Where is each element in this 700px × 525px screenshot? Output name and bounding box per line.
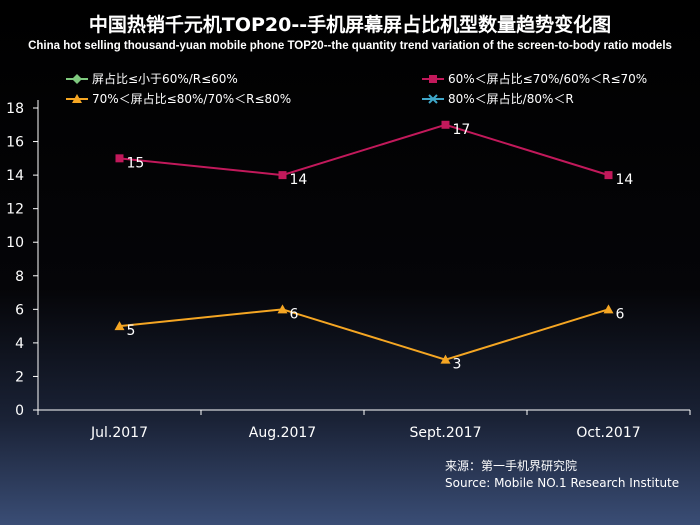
x-tick-label: Aug.2017 <box>249 425 316 441</box>
legend-label: 80%＜屏占比/80%＜R <box>448 92 574 106</box>
data-point <box>441 120 450 129</box>
legend-swatch-marker <box>429 74 437 83</box>
data-label: 5 <box>127 323 136 339</box>
source-line-cn: 来源：第一手机界研究院 <box>445 459 578 473</box>
chart-title: 中国热销千元机TOP20--手机屏幕屏占比机型数量趋势变化图 <box>88 14 612 36</box>
data-label: 14 <box>290 172 308 188</box>
data-label: 14 <box>616 172 634 188</box>
data-point <box>277 304 288 314</box>
series-line-2 <box>119 308 609 361</box>
data-point <box>114 321 125 331</box>
data-point <box>603 304 614 314</box>
data-label: 15 <box>127 155 145 171</box>
legend-swatch-marker <box>72 93 82 103</box>
legend-swatch <box>422 93 444 104</box>
legend-swatch <box>66 73 88 84</box>
data-label: 3 <box>453 357 462 373</box>
y-tick-label: 12 <box>6 202 24 218</box>
legend-label: 70%＜屏占比≤80%/70%＜R≤80% <box>92 92 292 106</box>
data-label: 6 <box>616 306 625 322</box>
y-tick-label: 2 <box>15 369 24 385</box>
y-tick-label: 14 <box>6 168 24 184</box>
legend-swatch <box>66 93 88 103</box>
y-tick-label: 0 <box>15 403 24 419</box>
legend-item: 70%＜屏占比≤80%/70%＜R≤80% <box>66 90 291 107</box>
legend-label: 60%＜屏占比≤70%/60%＜R≤70% <box>448 72 648 86</box>
data-point <box>115 154 124 163</box>
data-point <box>440 354 451 364</box>
data-point <box>278 171 287 180</box>
legend-swatch-marker <box>428 93 438 104</box>
x-tick-label: Jul.2017 <box>90 425 148 441</box>
series-line-1 <box>119 123 609 177</box>
y-tick-label: 4 <box>15 336 24 352</box>
data-label: 17 <box>453 122 471 138</box>
y-tick-label: 10 <box>6 235 24 251</box>
legend-swatch <box>422 74 444 83</box>
legend-item: 屏占比≤小于60%/R≤60% <box>66 70 238 87</box>
legend-label: 屏占比≤小于60%/R≤60% <box>92 72 238 86</box>
data-label: 6 <box>290 306 299 322</box>
legend-item: 80%＜屏占比/80%＜R <box>422 90 574 107</box>
source-note: 来源：第一手机界研究院 Source: Mobile NO.1 Research… <box>445 458 679 492</box>
legend-swatch-marker <box>72 73 82 84</box>
y-tick-label: 16 <box>6 135 24 151</box>
y-tick-label: 8 <box>15 269 24 285</box>
legend: 屏占比≤小于60%/R≤60% 60%＜屏占比≤70%/60%＜R≤70% 70%＜… <box>0 0 700 110</box>
y-tick-label: 6 <box>15 302 24 318</box>
legend-item: 60%＜屏占比≤70%/60%＜R≤70% <box>422 70 647 87</box>
data-point <box>604 171 613 180</box>
y-tick-label: 18 <box>6 101 24 117</box>
chart-subtitle: China hot selling thousand-yuan mobile p… <box>28 40 672 52</box>
x-tick-label: Oct.2017 <box>576 425 640 441</box>
x-tick-label: Sept.2017 <box>410 425 482 441</box>
source-line-en: Source: Mobile NO.1 Research Institute <box>445 476 680 490</box>
